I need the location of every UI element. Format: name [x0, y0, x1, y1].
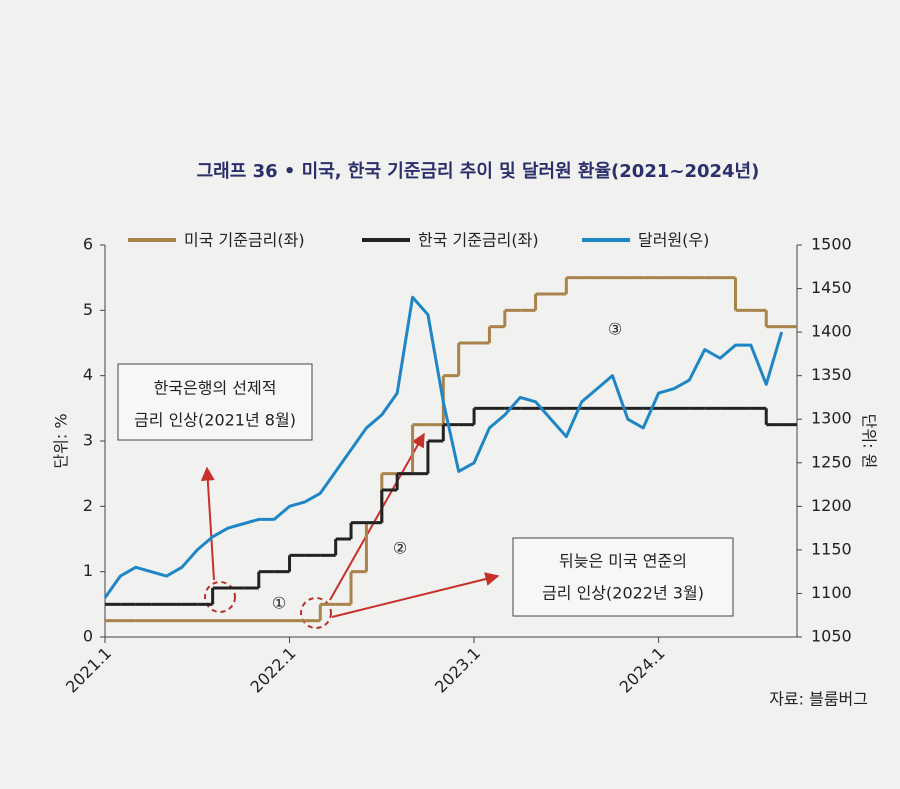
y-tick-label: 2 — [83, 496, 93, 515]
legend-label: 달러원(우) — [638, 231, 709, 250]
y2-tick-label: 1150 — [811, 539, 852, 558]
annotation: ① — [272, 594, 286, 613]
y-axis-label: 단위: % — [52, 413, 71, 468]
annotation-box — [512, 537, 734, 617]
annotation: ② — [393, 539, 407, 558]
legend-label: 미국 기준금리(좌) — [184, 231, 305, 250]
y2-tick-label: 1350 — [811, 365, 852, 384]
arrow — [329, 432, 425, 601]
arrow — [200, 466, 215, 581]
y-tick-label: 1 — [83, 561, 93, 580]
source: 자료: 블룸버그 — [769, 690, 868, 709]
x-tick-label: 2023.1 — [431, 644, 484, 697]
highlight-circle — [300, 597, 332, 629]
y-tick-label: 6 — [83, 235, 93, 254]
annotation: 뒤늦은 미국 연준의 — [559, 552, 687, 571]
x-tick-label: 2022.1 — [247, 644, 300, 697]
y2-tick-label: 1050 — [811, 627, 852, 646]
annotation: 금리 인상(2022년 3월) — [542, 584, 704, 603]
y2-tick-label: 1300 — [811, 409, 852, 428]
annotation: ③ — [608, 320, 622, 339]
y2-tick-label: 1500 — [811, 235, 852, 254]
y2-tick-label: 1400 — [811, 322, 852, 341]
y-tick-label: 0 — [83, 627, 93, 646]
legend-label: 한국 기준금리(좌) — [418, 231, 539, 250]
y2-axis-label: 단위: 원 — [860, 414, 879, 469]
chart-title: 그래프 36 • 미국, 한국 기준금리 추이 및 달러원 환율(2021~20… — [197, 160, 760, 182]
annotation: 금리 인상(2021년 8월) — [134, 411, 296, 430]
y2-tick-label: 1200 — [811, 496, 852, 515]
y-tick-label: 3 — [83, 431, 93, 450]
annotation-box — [117, 363, 313, 441]
y2-tick-label: 1100 — [811, 583, 852, 602]
y2-tick-label: 1250 — [811, 452, 852, 471]
y-tick-label: 5 — [83, 300, 93, 319]
highlight-circle — [204, 581, 236, 613]
arrow — [331, 572, 500, 618]
fx-line — [103, 295, 784, 599]
y2-tick-label: 1450 — [811, 278, 852, 297]
x-tick-label: 2021.1 — [62, 644, 115, 697]
y-tick-label: 4 — [83, 365, 93, 384]
annotation: 한국은행의 선제적 — [154, 379, 277, 398]
x-tick-label: 2024.1 — [616, 644, 669, 697]
